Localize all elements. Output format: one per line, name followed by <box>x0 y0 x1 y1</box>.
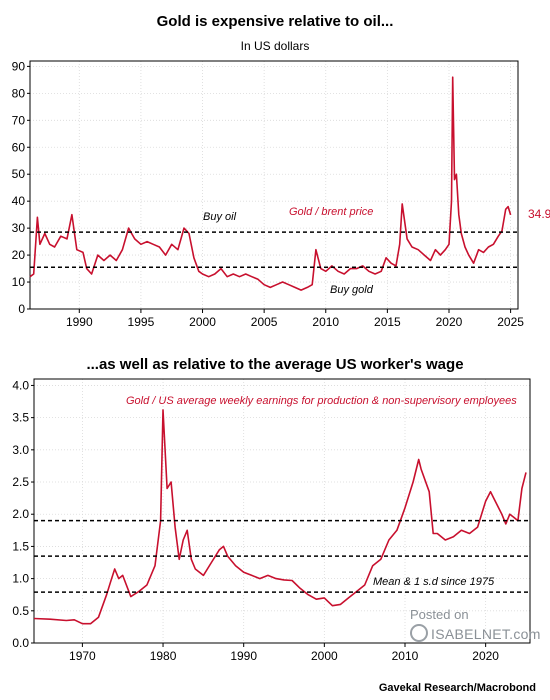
x-tick-label: 2010 <box>392 649 419 663</box>
chart1-title: Gold is expensive relative to oil... <box>156 13 394 30</box>
chart1-subtitle: In US dollars <box>240 39 310 53</box>
x-tick-label: 1980 <box>150 649 177 663</box>
y-tick-label: 10 <box>12 275 26 289</box>
y-tick-label: 4.0 <box>12 378 29 392</box>
plot-frame <box>33 378 531 644</box>
legend-gold-brent: Gold / brent price <box>289 206 373 218</box>
y-tick-label: 0 <box>18 302 25 316</box>
watermark: Posted on ISABELNET.com <box>410 606 541 643</box>
annotation-buy-oil: Buy oil <box>203 211 237 223</box>
x-tick-label: 2020 <box>472 649 499 663</box>
x-tick-label: 2005 <box>251 315 278 329</box>
annotation-buy-gold: Buy gold <box>330 284 374 296</box>
watermark-line2: ISABELNET.com <box>431 626 541 642</box>
y-tick-label: 0.0 <box>12 636 29 650</box>
y-tick-label: 3.0 <box>12 443 29 457</box>
y-tick-label: 20 <box>12 248 26 262</box>
series-line <box>33 409 527 625</box>
y-tick-label: 1.0 <box>12 572 29 586</box>
annotation-mean-sd: Mean & 1 s.d since 1975 <box>373 576 495 588</box>
x-tick-label: 1990 <box>66 315 93 329</box>
x-tick-label: 2000 <box>311 649 338 663</box>
y-tick-label: 60 <box>12 140 26 154</box>
x-tick-label: 1990 <box>230 649 257 663</box>
chart2-title: ...as well as relative to the average US… <box>86 356 464 373</box>
y-tick-label: 50 <box>12 167 26 181</box>
x-tick-label: 1995 <box>128 315 155 329</box>
plot-frame <box>29 60 519 310</box>
y-tick-label: 1.5 <box>12 539 29 553</box>
x-tick-label: 2020 <box>436 315 463 329</box>
y-tick-label: 70 <box>12 113 26 127</box>
y-tick-label: 80 <box>12 86 26 100</box>
y-tick-label: 2.5 <box>12 475 29 489</box>
source-credit: Gavekal Research/Macrobond <box>378 682 536 694</box>
x-tick-label: 2010 <box>312 315 339 329</box>
x-tick-label: 2025 <box>497 315 524 329</box>
series-line <box>29 76 512 291</box>
watermark-line1: Posted on <box>410 607 469 622</box>
x-tick-label: 2000 <box>189 315 216 329</box>
y-tick-label: 90 <box>12 59 26 73</box>
x-tick-label: 1970 <box>69 649 96 663</box>
y-tick-label: 3.5 <box>12 411 29 425</box>
y-tick-label: 2.0 <box>12 507 29 521</box>
y-tick-label: 0.5 <box>12 604 29 618</box>
chart1-gold-oil: 0 10 20 30 40 50 60 70 80 90 1990 1995 2000 2005 2010 2… <box>12 59 550 329</box>
legend-gold-wage: Gold / US average weekly earnings for pr… <box>126 395 517 407</box>
y-tick-label: 40 <box>12 194 26 208</box>
last-value-label: 34.9 <box>528 207 550 221</box>
isabelnet-logo-icon <box>410 624 428 642</box>
x-tick-label: 2015 <box>374 315 401 329</box>
y-tick-label: 30 <box>12 221 26 235</box>
